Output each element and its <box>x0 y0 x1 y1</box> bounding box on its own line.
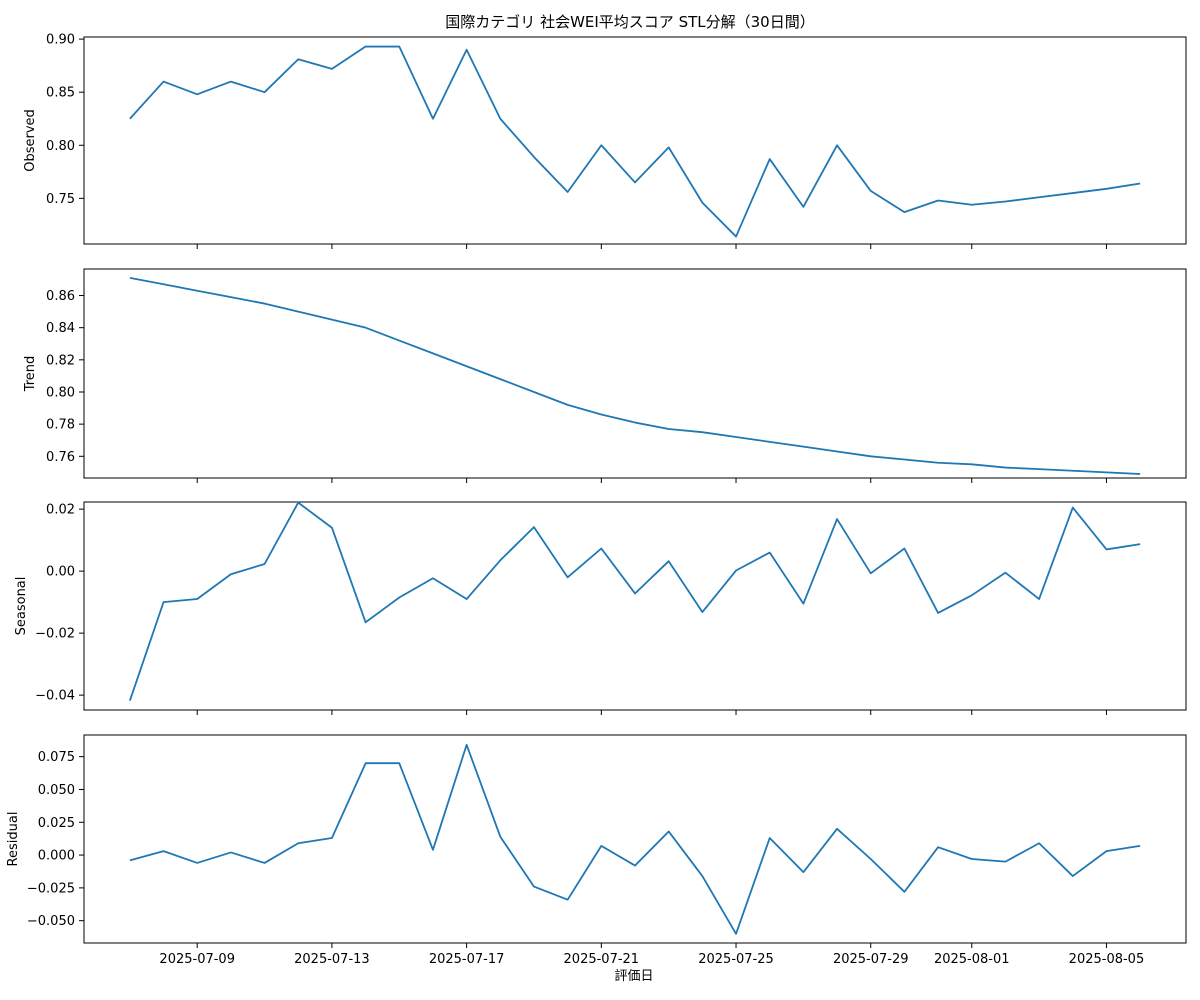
panel-observed: 0.90 0.85 0.80 0.75 Observed <box>23 33 1187 249</box>
x-tick-label: 2025-07-09 <box>159 952 235 967</box>
panel-frame <box>83 268 1187 479</box>
series-line-seasonal <box>129 501 1141 701</box>
x-tick-label: 2025-07-25 <box>698 952 774 967</box>
panels-group: 0.90 0.85 0.80 0.75 Observed 0.86 0.84 0.82 0.80… <box>6 33 1187 967</box>
y-tick-label: 0.075 <box>38 750 75 765</box>
x-tick-label: 2025-08-05 <box>1069 952 1145 967</box>
y-tick-label: −0.02 <box>35 627 75 642</box>
series-line-observed <box>129 45 1141 238</box>
panel-frame <box>83 501 1187 711</box>
x-tick-label: 2025-07-29 <box>833 952 909 967</box>
y-tick-label: 0.75 <box>46 192 75 207</box>
y-tick-label: 0.86 <box>46 289 75 304</box>
chart-title: 国際カテゴリ 社会WEI平均スコア STL分解（30日間） <box>445 13 814 31</box>
x-tick-label: 2025-07-21 <box>564 952 640 967</box>
y-tick-label: 0.02 <box>46 503 75 518</box>
x-tick-label: 2025-08-01 <box>934 952 1010 967</box>
y-tick-label: 0.78 <box>46 418 75 433</box>
y-tick-label: 0.76 <box>46 450 75 465</box>
series-line-residual <box>129 743 1141 935</box>
y-tick-label: 0.85 <box>46 86 75 101</box>
y-axis-label: Trend <box>23 356 38 393</box>
y-tick-label: 0.025 <box>38 816 75 831</box>
panel-frame <box>83 734 1187 944</box>
y-tick-label: 0.80 <box>46 139 75 154</box>
panel-seasonal: 0.02 0.00 −0.02 −0.04 Seasonal <box>14 501 1187 715</box>
y-tick-label: 0.00 <box>46 565 75 580</box>
y-tick-label: 0.050 <box>38 783 75 798</box>
y-tick-label: 0.000 <box>38 849 75 864</box>
y-axis-label: Residual <box>6 812 21 867</box>
y-tick-label: −0.04 <box>35 689 75 704</box>
x-tick-label: 2025-07-17 <box>429 952 505 967</box>
x-axis-label: 評価日 <box>614 969 653 984</box>
y-tick-label: −0.050 <box>27 914 75 929</box>
x-tick-label: 2025-07-13 <box>294 952 370 967</box>
y-axis-label: Seasonal <box>14 577 29 636</box>
panel-trend: 0.86 0.84 0.82 0.80 0.78 0.76 Trend <box>23 268 1187 483</box>
y-tick-label: 0.84 <box>46 321 75 336</box>
y-tick-label: 0.90 <box>46 33 75 48</box>
y-tick-label: −0.025 <box>27 881 75 896</box>
y-axis-label: Observed <box>23 109 38 172</box>
y-tick-label: 0.82 <box>46 353 75 368</box>
panel-residual: 0.075 0.050 0.025 0.000 −0.025 −0.050 2025-07-… <box>6 734 1187 967</box>
panel-frame <box>83 36 1187 245</box>
y-tick-label: 0.80 <box>46 385 75 400</box>
series-line-trend <box>129 276 1141 475</box>
